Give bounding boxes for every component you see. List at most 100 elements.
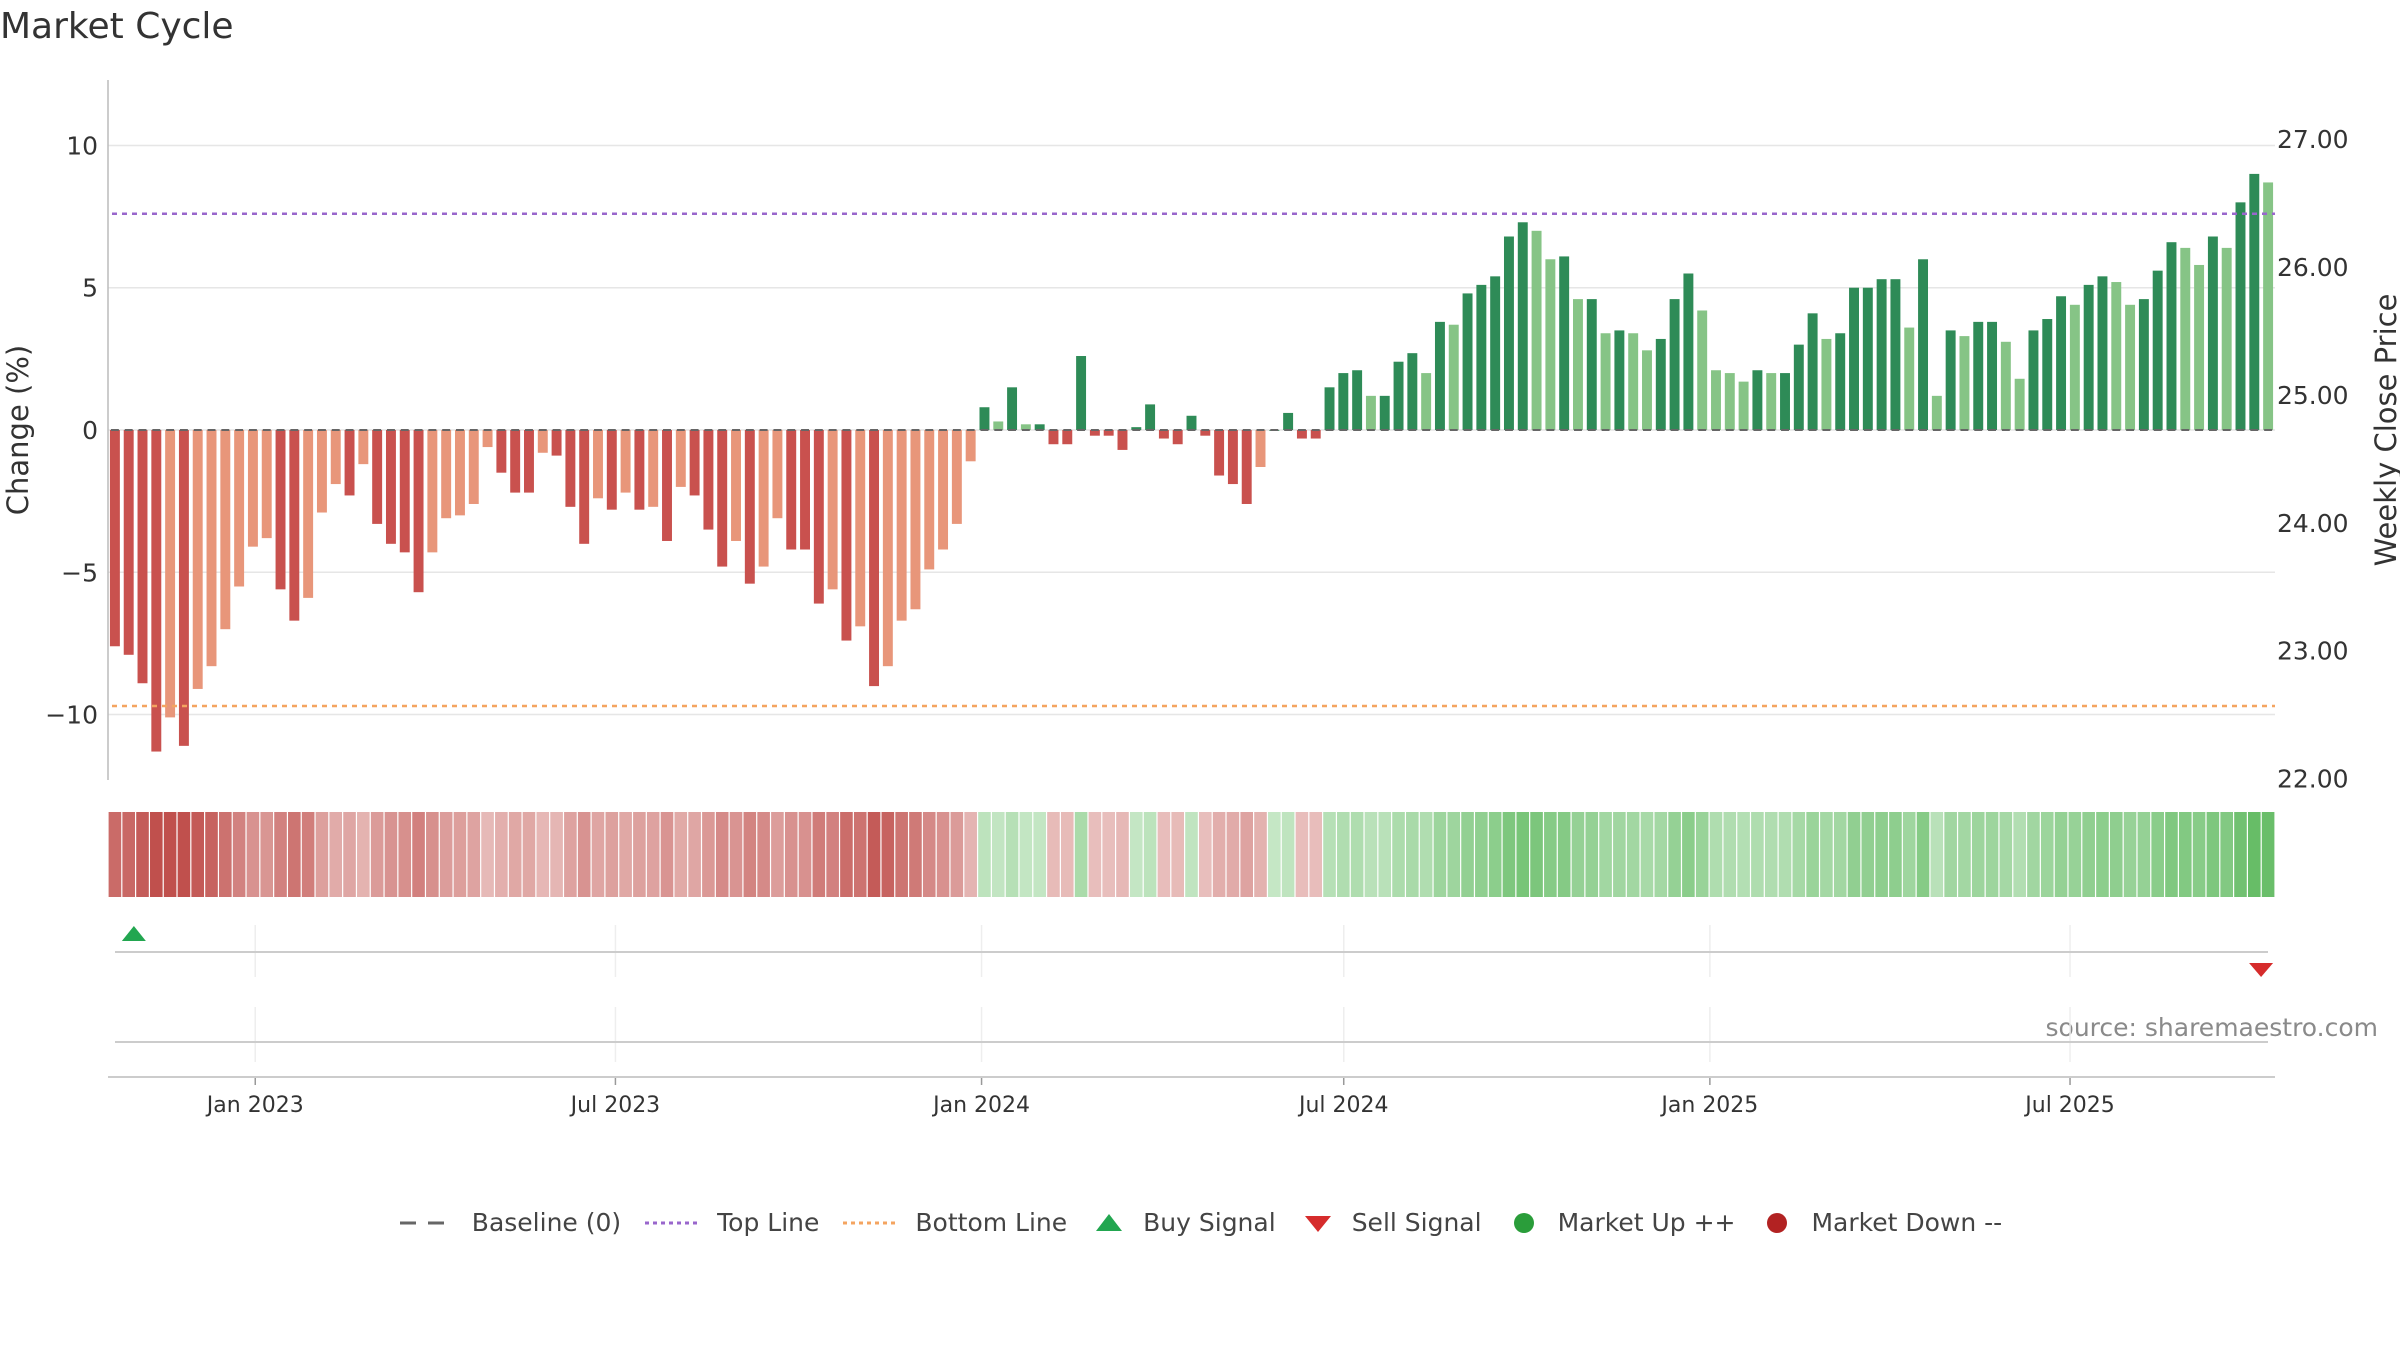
legend-top-line-label: Top Line [717,1208,820,1237]
change-bar [2138,299,2149,430]
heat-strip-cell [922,812,936,897]
change-bar [1655,338,1666,430]
change-bar [1103,430,1114,436]
heat-strip-cell [315,812,329,897]
legend-market-down-label: Market Down -- [1811,1208,2003,1237]
change-bar [648,430,659,507]
heat-strip-cell [1792,812,1806,897]
legend-buy-signal[interactable]: Buy Signal [1089,1208,1276,1237]
y-tick-label: −5 [61,558,98,587]
change-bar [261,430,272,539]
change-bar [151,430,162,752]
change-bar [344,430,355,496]
change-bar [2166,242,2177,430]
change-bar [206,430,217,667]
heat-strip-cell [2068,812,2082,897]
heat-strip-cell [1916,812,1930,897]
change-bar [1172,430,1183,445]
heat-strip-cell [964,812,977,897]
change-bar [772,430,783,519]
change-bar [1310,430,1321,439]
heat-strip-cell [1640,812,1654,897]
change-bar [1531,230,1542,430]
heat-strip-cell [1005,812,1019,897]
heat-strip-cell [936,812,950,897]
change-bar [1255,430,1266,467]
heat-strip-cell [1406,812,1419,897]
heat-strip-cell [1930,812,1944,897]
heat-strip-cell [1447,812,1461,897]
change-bar [316,430,327,513]
legend-bottom-line[interactable]: Bottom Line [841,1208,1067,1237]
legend-baseline[interactable]: Baseline (0) [398,1208,621,1237]
change-bar [1683,273,1694,430]
heat-strip-cell [1295,812,1309,897]
heat-strip-cell [1875,812,1888,897]
change-bar [924,430,935,570]
dash-line-icon [399,1221,456,1224]
change-bar [744,430,755,584]
heat-strip-cell [840,812,853,897]
heat-strip-cell [564,812,577,897]
heat-strip-cell [1723,812,1737,897]
heat-strip-cell [2234,812,2247,897]
heat-strip-cell [1019,812,1033,897]
legend-bottom-line-label: Bottom Line [915,1208,1068,1237]
heat-strip-cell [370,812,384,897]
change-bar [468,430,479,504]
heat-strip-cell [1682,812,1695,897]
heat-strip-cell [384,812,398,897]
source-credit: source: sharemaestro.com [2045,1013,2379,1042]
heat-strip-cell [1392,812,1405,897]
change-bar [2249,173,2260,430]
heat-strip-cell [177,812,191,897]
change-bar [1117,430,1128,450]
heat-strip-cell [1309,812,1323,897]
heat-strip-cell [1820,812,1833,897]
legend-sell-signal[interactable]: Sell Signal [1298,1208,1482,1237]
heat-strip-cell [2151,812,2164,897]
heat-strip-cell [357,812,370,897]
heat-strip-cell [1599,812,1612,897]
heat-strip-cell [1944,812,1957,897]
change-bar [855,430,866,627]
change-bar [1600,333,1611,430]
heat-strip-cell [1889,812,1902,897]
heat-strip-cell [591,812,605,897]
heat-strip-cell [1778,812,1792,897]
heat-strip-cell [246,812,260,897]
heat-strip-cell [881,812,895,897]
heat-strip-cell [1378,812,1392,897]
heat-strip-cell [660,812,674,897]
change-bar [1987,321,1998,430]
change-bar [1862,287,1873,430]
change-bar [1158,430,1169,439]
change-bar [1020,424,1031,430]
heat-strip-cell [1861,812,1875,897]
change-bar [1835,333,1846,430]
heat-strip-cell [1254,812,1267,897]
legend-top-line[interactable]: Top Line [643,1208,819,1237]
change-bar [979,407,990,430]
change-bar [1186,415,1197,430]
heat-strip-cell [1764,812,1778,897]
change-bar [1780,373,1790,430]
dotted-orange-line-icon [843,1221,900,1224]
change-bar [1614,330,1625,430]
heat-strip-cell [771,812,784,897]
change-bar [1766,373,1777,430]
legend-market-down[interactable]: Market Down -- [1757,1208,2002,1237]
change-bar [2028,330,2039,430]
change-bar [2263,182,2274,430]
change-bar [1573,299,1583,430]
change-bar [1890,279,1901,430]
heat-strip-cell [688,812,701,897]
change-bar [427,430,438,553]
change-bar [1062,430,1073,445]
heat-strip-cell [1088,812,1102,897]
heat-strip-cell [1364,812,1378,897]
legend-market-up-label: Market Up ++ [1557,1208,1736,1237]
heat-strip-cell [2206,812,2220,897]
legend-market-up[interactable]: Market Up ++ [1504,1208,1736,1237]
heat-strip-cell [1958,812,1971,897]
